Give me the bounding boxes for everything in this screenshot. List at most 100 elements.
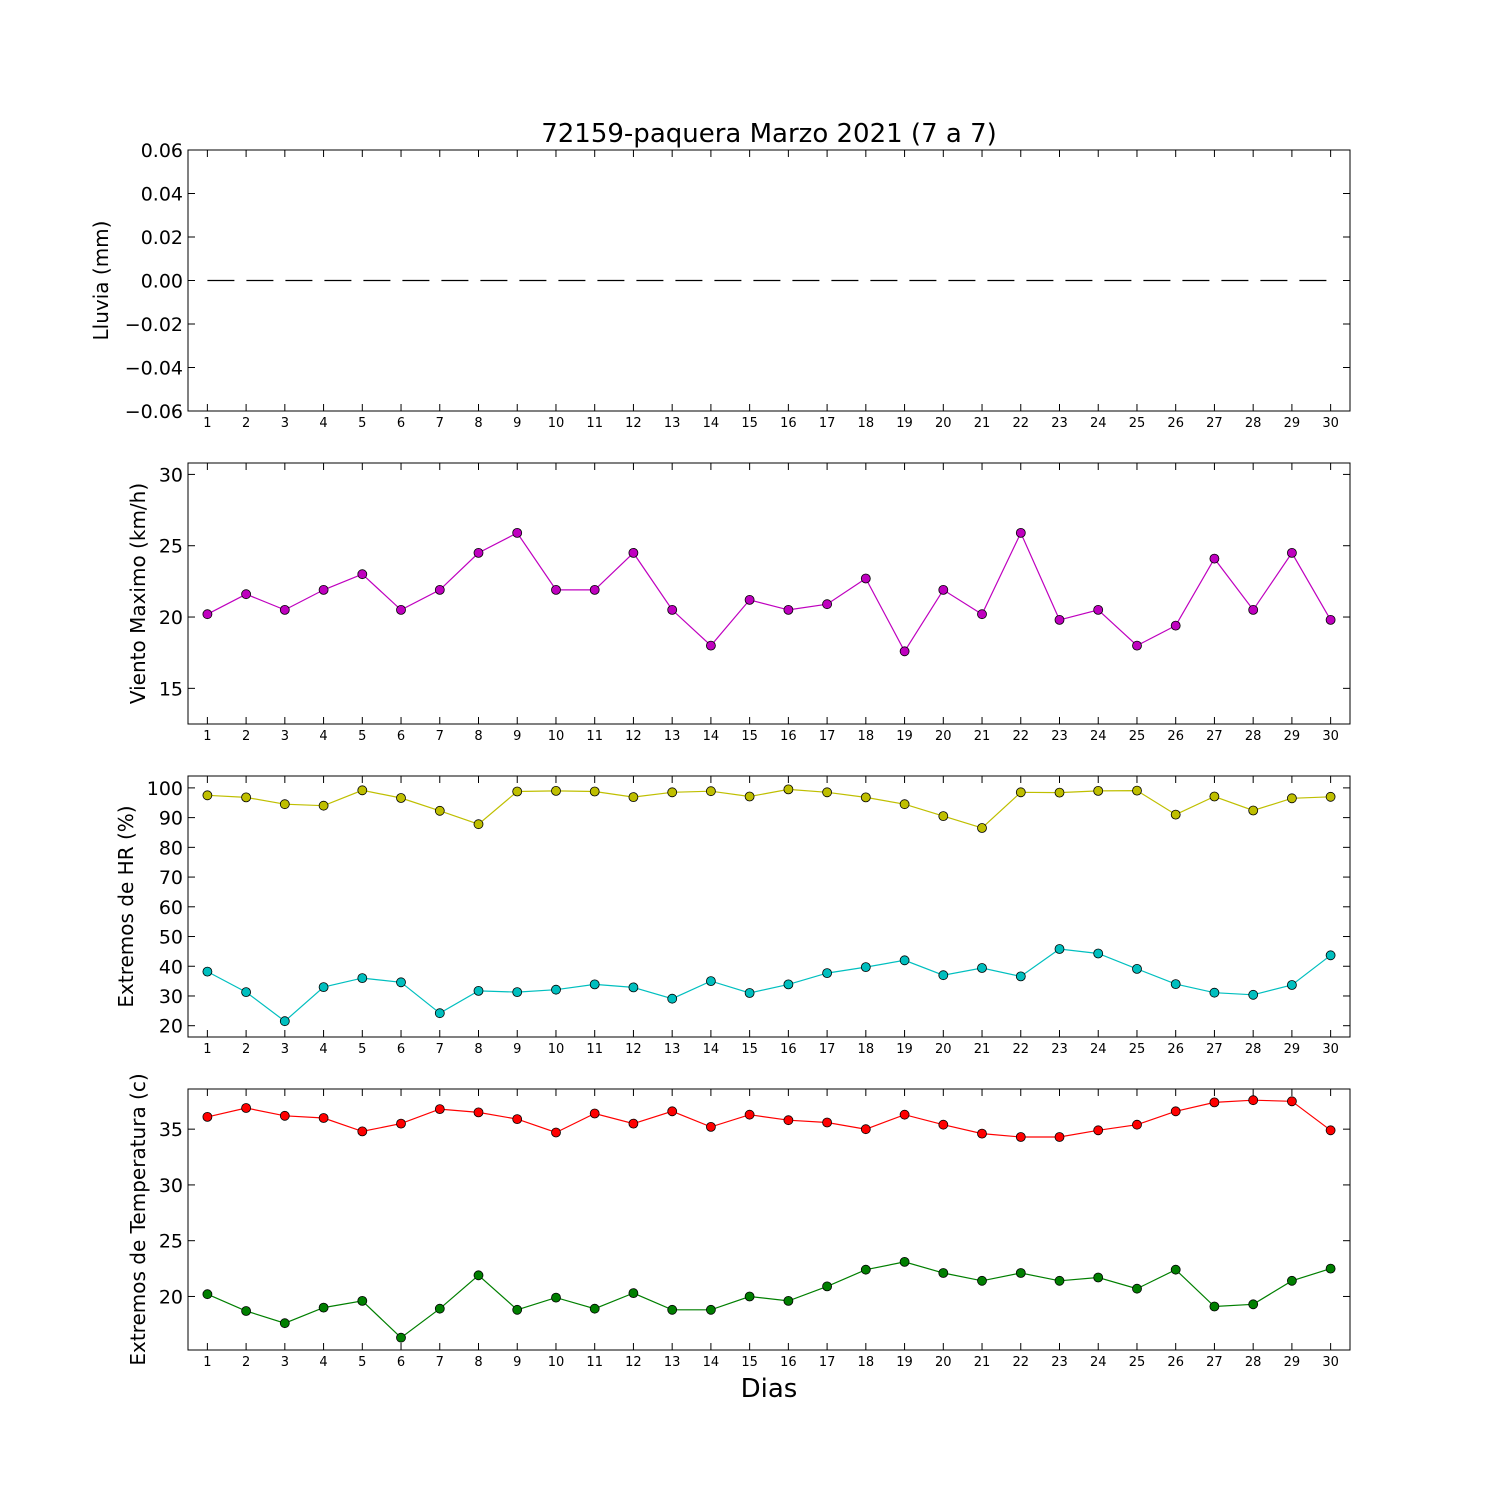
humidity-series-1-point: [318, 800, 329, 811]
rain-ytick-label: 0.06: [141, 140, 183, 162]
wind-xtick-label: 4: [319, 729, 327, 744]
rain-xtick-label: 1: [203, 416, 211, 431]
temperature-series-1-point: [396, 1118, 406, 1129]
humidity-xtick-label: 22: [1012, 1042, 1029, 1057]
temperature-xtick-label: 16: [780, 1355, 797, 1370]
temperature-xtick-label: 7: [436, 1355, 444, 1370]
temperature-series-1-point: [977, 1128, 987, 1139]
temperature-series-1-point: [473, 1107, 484, 1118]
humidity-series-2-point: [783, 979, 794, 990]
temperature-xtick-label: 1: [203, 1355, 211, 1370]
humidity-series-1-point: [1093, 786, 1104, 796]
temperature-series-1-point: [706, 1122, 716, 1132]
rain-xtick-label: 30: [1322, 416, 1339, 431]
temperature-series-2-point: [1132, 1283, 1142, 1294]
temperature-series-1-point: [860, 1124, 871, 1135]
humidity-series-2-point: [628, 982, 639, 993]
rain-xtick-label: 29: [1284, 416, 1301, 431]
wind-series-1-point: [667, 605, 678, 615]
temperature-xtick-label: 17: [819, 1355, 836, 1370]
humidity-ytick-label: 60: [159, 897, 183, 919]
humidity-xtick-label: 8: [474, 1042, 482, 1057]
humidity-xtick-label: 26: [1167, 1042, 1184, 1057]
temperature-series-1-point: [899, 1109, 910, 1120]
humidity-series-1-point: [667, 787, 678, 798]
humidity-series-2-point: [551, 984, 561, 995]
humidity-xtick-label: 16: [780, 1042, 797, 1057]
humidity-xtick-label: 10: [548, 1042, 565, 1057]
humidity-series-2-point: [899, 955, 910, 966]
temperature-series-2-point: [1248, 1299, 1259, 1310]
temperature-xtick-label: 24: [1090, 1355, 1107, 1370]
temperature-series-1-point: [589, 1108, 600, 1119]
wind-xtick-label: 24: [1090, 729, 1107, 744]
rain-xtick-label: 18: [858, 416, 875, 431]
humidity-xtick-label: 5: [358, 1042, 366, 1057]
temperature-series-1-point: [822, 1117, 832, 1128]
wind-series-1-point: [1054, 615, 1065, 625]
wind-xtick-label: 10: [548, 729, 565, 744]
temperature-series-1-point: [318, 1113, 329, 1123]
humidity-series-1-point: [1209, 791, 1220, 802]
humidity-series-2-point: [1015, 971, 1026, 982]
wind-axes-frame: [187, 462, 1351, 725]
temperature-xtick-label: 15: [741, 1355, 758, 1370]
temperature-series-2-point: [1209, 1301, 1220, 1312]
humidity-series-1-point: [434, 805, 445, 816]
wind-xtick-label: 20: [935, 729, 952, 744]
temperature-xtick-label: 10: [548, 1355, 565, 1370]
humidity-series-1-point: [977, 823, 987, 833]
wind-series-1-point: [628, 548, 639, 558]
humidity-series-2-point: [318, 982, 329, 992]
rain-ytick-label: 0.02: [141, 227, 183, 249]
humidity-series-2-line: [207, 948, 1331, 1022]
humidity-series-1-point: [1015, 787, 1026, 798]
temperature-series-2-point: [202, 1289, 213, 1300]
humidity-ytick-label: 30: [159, 986, 183, 1008]
humidity-xtick-label: 28: [1245, 1042, 1262, 1057]
panels: 0.060.040.020.00−0.02−0.04−0.061 2 3 4 5 6 7 8 9…: [89, 140, 1351, 1370]
temperature-series-2-point: [667, 1304, 678, 1315]
temperature-series-1-point: [1170, 1106, 1181, 1117]
humidity-xtick-label: 4: [319, 1042, 327, 1057]
humidity-series-2-point: [1170, 979, 1181, 989]
rain-ytick-label: 0.00: [141, 271, 183, 293]
wind-xtick-label: 1: [203, 729, 211, 744]
humidity-xtick-label: 25: [1129, 1042, 1146, 1057]
wind-xtick-label: 25: [1129, 729, 1146, 744]
wind-xtick-label: 12: [625, 729, 642, 744]
rain-xtick-label: 8: [474, 416, 482, 431]
temperature-series-2-point: [473, 1270, 484, 1281]
wind-series-1-line: [207, 531, 1332, 653]
humidity-xtick-label: 9: [513, 1042, 521, 1057]
humidity-ytick-label: 50: [159, 927, 183, 949]
temperature-series-1-point: [279, 1110, 290, 1121]
wind-series-1-point: [357, 569, 368, 580]
humidity-series-1-point: [473, 819, 484, 830]
temperature-series-1-point: [1209, 1097, 1220, 1108]
humidity-xtick-label: 3: [281, 1042, 289, 1057]
temperature-series-1-point: [202, 1112, 213, 1122]
humidity-xtick-label: 11: [586, 1042, 603, 1057]
wind-xtick-label: 8: [474, 729, 482, 744]
wind-xtick-label: 7: [436, 729, 444, 744]
temperature-series-2-point: [434, 1303, 445, 1314]
humidity-series-2-point: [279, 1016, 290, 1027]
temperature-xtick-label: 21: [974, 1355, 991, 1370]
rain-xtick-label: 22: [1012, 416, 1029, 431]
humidity-ytick-label: 100: [147, 778, 183, 800]
humidity-series-2-point: [667, 993, 678, 1004]
temperature-ytick-label: 20: [159, 1286, 183, 1308]
wind-series-1-point: [977, 609, 987, 620]
temperature-series-2-point: [860, 1264, 871, 1275]
humidity-series-2-point: [1325, 950, 1336, 961]
humidity-ytick-label: 80: [159, 837, 183, 859]
temperature-xtick-label: 11: [586, 1355, 603, 1370]
wind-xtick-label: 17: [819, 729, 836, 744]
humidity-series-1-point: [628, 792, 639, 802]
rain-xtick-label: 16: [780, 416, 797, 431]
rain-panel: 0.060.040.020.00−0.02−0.04−0.061 2 3 4 5 6 7 8 9…: [89, 140, 1351, 431]
temperature-y-axis-label: Extremos de Temperatura (c): [126, 1073, 150, 1365]
